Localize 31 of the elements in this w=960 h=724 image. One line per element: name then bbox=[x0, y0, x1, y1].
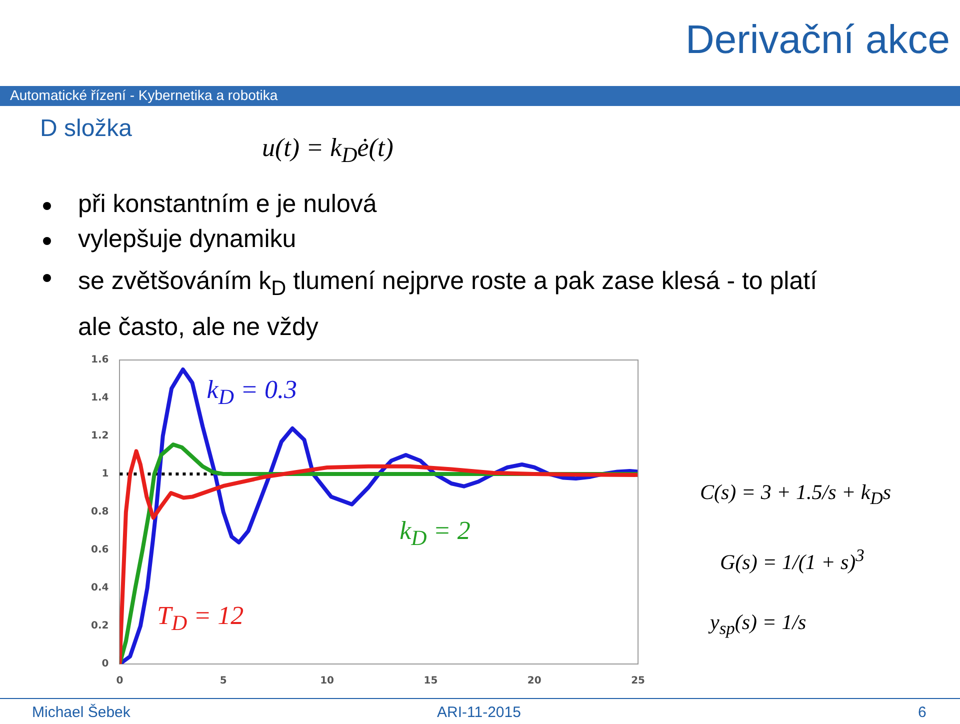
y-tick-label: 0.4 bbox=[90, 582, 109, 594]
x-tick-label: 20 bbox=[527, 676, 542, 687]
x-tick-label: 10 bbox=[320, 676, 334, 687]
y-tick-label: 0.8 bbox=[90, 506, 109, 518]
text: vylepšuje dynamiku bbox=[78, 225, 296, 254]
text: se zvětšováním k$_{D}$ tlumení nejprve roste a pak zase klesá - to platí ale často, ale ne vždy bbox=[78, 266, 818, 343]
x-tick-label: 25 bbox=[631, 676, 646, 687]
text: ARI-11-2015 bbox=[437, 704, 521, 721]
series-label: T$_{D}$ = 12 bbox=[157, 601, 244, 636]
text: y$_{sp}$(s) = 1/s bbox=[710, 610, 806, 640]
y-tick-label: 1.6 bbox=[90, 354, 109, 366]
y-tick-label: 1.2 bbox=[90, 430, 109, 442]
text: Derivační akce bbox=[685, 18, 950, 63]
text: C(s) = 3 + 1.5/s + k$_{D}$s bbox=[700, 480, 892, 510]
series-label: k$_{D}$ = 0.3 bbox=[206, 375, 298, 410]
text: 6 bbox=[918, 704, 926, 721]
x-tick-label: 0 bbox=[116, 676, 124, 687]
y-tick-label: 0 bbox=[102, 658, 109, 670]
chart-subtitle: Automatické řízení - Kybernetika a robotika bbox=[10, 87, 278, 103]
text: při konstantním e je nulová bbox=[78, 190, 377, 219]
y-tick-label: 1 bbox=[102, 468, 109, 480]
x-tick-label: 15 bbox=[424, 676, 438, 687]
y-tick-label: 0.6 bbox=[90, 544, 109, 556]
x-tick-label: 5 bbox=[220, 676, 227, 687]
text: u(t) = k$_{D}$ė(t) bbox=[262, 133, 394, 168]
y-tick-label: 1.4 bbox=[90, 392, 109, 404]
text: D složka bbox=[40, 115, 132, 143]
text: Michael Šebek bbox=[32, 704, 130, 721]
y-tick-label: 0.2 bbox=[90, 620, 109, 632]
text: G(s) = 1/(1 + s)$^{3}$ bbox=[720, 545, 864, 575]
series-label: k$_{D}$ = 2 bbox=[400, 516, 470, 551]
